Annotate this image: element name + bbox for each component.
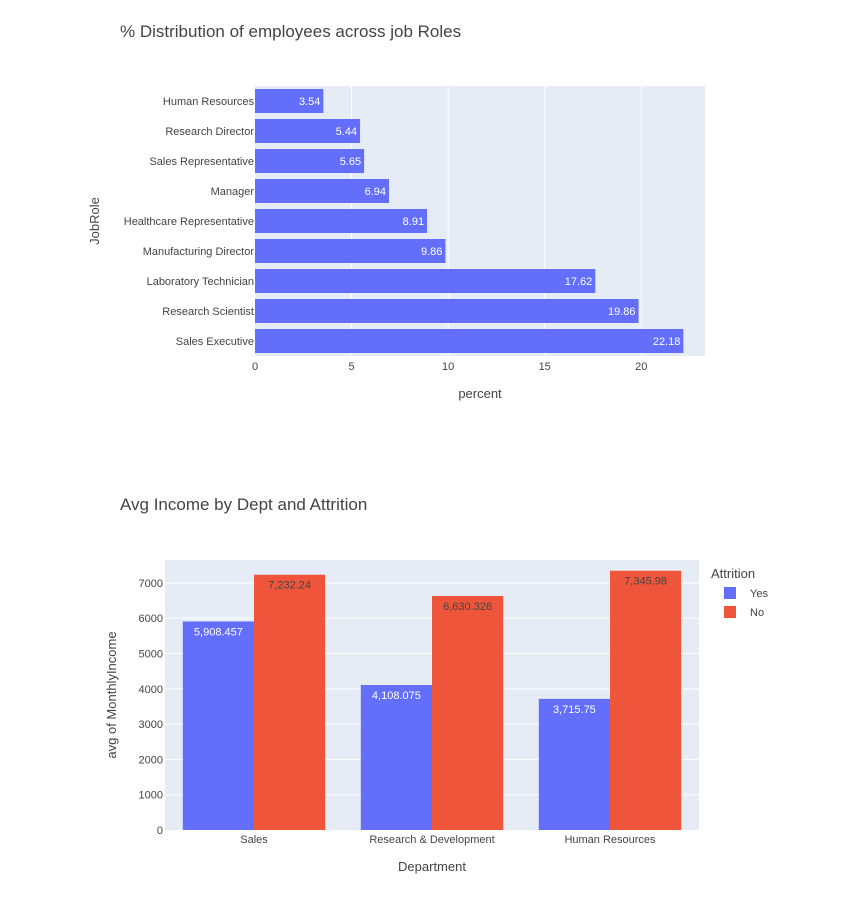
chart2-bar-value-label: 5,908.457: [194, 626, 243, 638]
chart2-bar-no: [610, 570, 682, 830]
chart2-plot-area: [165, 560, 699, 830]
chart2-y-tick-label: 3000: [139, 719, 163, 731]
chart2-bar-value-label: 4,108.075: [372, 690, 421, 702]
legend-title: Attrition: [711, 566, 755, 581]
chart1-bar: [255, 239, 446, 263]
legend-swatch-yes[interactable]: [724, 587, 736, 599]
chart1-bar-value-label: 17.62: [565, 276, 593, 288]
chart2-y-tick-label: 0: [157, 825, 163, 837]
chart2-bar-yes: [182, 621, 254, 830]
chart2-y-axis-title: avg of MonthlyIncome: [104, 631, 119, 758]
chart2-y-tick-label: 1000: [139, 790, 163, 802]
chart2-x-axis-title: Department: [398, 859, 466, 874]
chart2-legend: Attrition Yes No: [711, 566, 768, 619]
chart1-bar: [255, 269, 596, 293]
chart2-bar-value-label: 7,232.24: [268, 580, 311, 592]
chart2-bar-no: [432, 595, 504, 830]
chart1-bar-value-label: 5.65: [340, 156, 361, 168]
chart2-x-tick-label: Research & Development: [369, 834, 494, 846]
chart1-bar-value-label: 6.94: [365, 186, 386, 198]
chart1-bar: [255, 299, 639, 323]
legend-label-yes[interactable]: Yes: [750, 588, 768, 600]
chart1-bar-value-label: 3.54: [299, 96, 320, 108]
chart2-y-tick-label: 4000: [139, 684, 163, 696]
chart1-y-tick-label: Manager: [211, 186, 255, 198]
legend-label-no[interactable]: No: [750, 607, 764, 619]
chart1-bar: [255, 179, 390, 203]
chart1-y-tick-label: Manufacturing Director: [143, 246, 255, 258]
legend-swatch-no[interactable]: [724, 606, 736, 618]
chart1-y-tick-label: Human Resources: [163, 96, 255, 108]
chart2-y-tick-label: 7000: [139, 578, 163, 590]
chart1-x-tick-label: 20: [635, 361, 647, 373]
chart1-bar: [255, 329, 684, 353]
chart1-bar: [255, 89, 324, 113]
chart1-bar-value-label: 9.86: [421, 246, 442, 258]
chart1-bar: [255, 149, 365, 173]
chart1-y-tick-label: Research Scientist: [162, 306, 254, 318]
chart2-x-tick-label: Human Resources: [564, 834, 656, 846]
chart1-title: % Distribution of employees across job R…: [120, 22, 461, 41]
chart1-bar: [255, 209, 428, 233]
chart1-y-axis-title: JobRole: [87, 197, 102, 245]
chart1-y-tick-label: Research Director: [165, 126, 254, 138]
chart1-y-tick-label: Laboratory Technician: [147, 276, 254, 288]
chart2-bar-value-label: 7,345.98: [624, 576, 667, 588]
chart1-bar-value-label: 19.86: [608, 306, 636, 318]
chart2-bar-value-label: 3,715.75: [553, 704, 596, 716]
chart1-x-tick-label: 5: [349, 361, 355, 373]
chart1-x-tick-label: 15: [539, 361, 551, 373]
chart2-x-tick-label: Sales: [240, 834, 268, 846]
chart1-x-axis-title: percent: [458, 386, 502, 401]
chart1-x-tick-label: 0: [252, 361, 258, 373]
chart1-x-tick-label: 10: [442, 361, 454, 373]
chart1-bar-value-label: 8.91: [403, 216, 424, 228]
chart2-title: Avg Income by Dept and Attrition: [120, 495, 367, 514]
chart1-bar-value-label: 22.18: [653, 336, 681, 348]
chart2-bar-value-label: 6,630.326: [443, 601, 492, 613]
chart1-bar: [255, 119, 361, 143]
chart2-y-tick-label: 2000: [139, 754, 163, 766]
chart1-y-tick-label: Sales Executive: [176, 336, 254, 348]
chart2-bar-yes: [538, 698, 610, 830]
chart2-y-tick-label: 5000: [139, 649, 163, 661]
job-role-distribution-chart: % Distribution of employees across job R…: [87, 22, 705, 401]
chart1-y-tick-label: Healthcare Representative: [124, 216, 254, 228]
chart1-y-tick-label: Sales Representative: [149, 156, 254, 168]
chart2-bar-yes: [360, 685, 432, 830]
chart2-bar-no: [254, 574, 326, 830]
chart1-bar-value-label: 5.44: [336, 126, 357, 138]
chart2-y-tick-label: 6000: [139, 613, 163, 625]
